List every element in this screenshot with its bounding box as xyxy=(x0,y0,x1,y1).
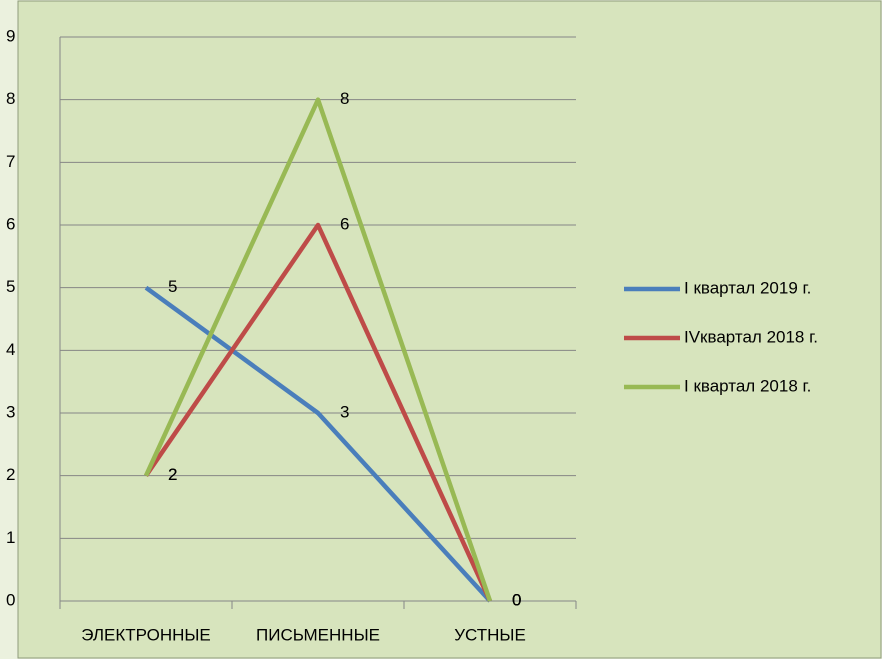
y-tick-label: 5 xyxy=(6,277,15,296)
data-label: 3 xyxy=(340,402,349,421)
data-label: 2 xyxy=(168,465,177,484)
y-tick-label: 3 xyxy=(6,402,15,421)
data-label: 0 xyxy=(512,590,521,609)
data-label: 5 xyxy=(168,277,177,296)
y-tick-label: 4 xyxy=(6,340,15,359)
data-label: 0 xyxy=(512,590,521,609)
y-tick-label: 2 xyxy=(6,465,15,484)
y-tick-label: 8 xyxy=(6,89,15,108)
legend-label: I квартал 2019 г. xyxy=(684,278,811,297)
y-tick-label: 9 xyxy=(6,26,15,45)
y-tick-label: 1 xyxy=(6,528,15,547)
y-tick-label: 0 xyxy=(6,590,15,609)
y-tick-label: 7 xyxy=(6,152,15,171)
legend-label: I квартал 2018 г. xyxy=(684,376,811,395)
series-line xyxy=(143,97,493,602)
y-tick-label: 6 xyxy=(6,214,15,233)
data-label: 0 xyxy=(512,590,521,609)
data-label: 2 xyxy=(168,465,177,484)
data-label: 6 xyxy=(340,214,349,233)
data-label: 8 xyxy=(340,89,349,108)
series-line xyxy=(144,285,492,603)
x-tick-label: ЭЛЕКТРОННЫЕ xyxy=(81,625,211,644)
x-tick-label: ПИСЬМЕННЫЕ xyxy=(256,625,380,644)
series-line xyxy=(144,222,493,602)
x-tick-label: УСТНЫЕ xyxy=(454,625,526,644)
legend-label: IVквартал 2018 г. xyxy=(684,327,818,346)
chart-background xyxy=(17,0,882,659)
